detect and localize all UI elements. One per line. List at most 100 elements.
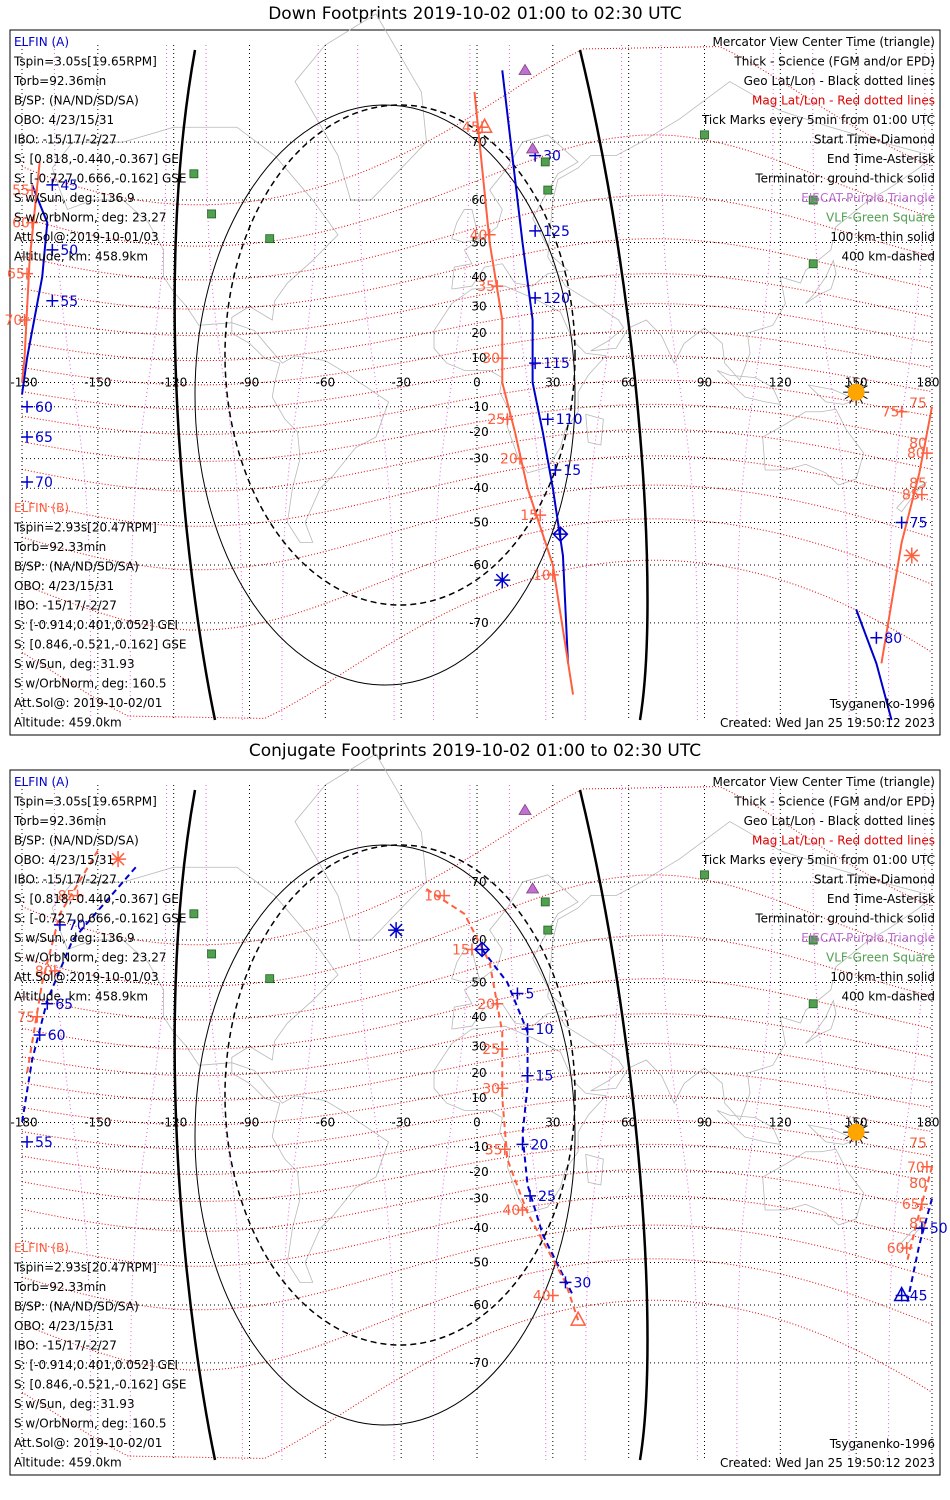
coastline (433, 1025, 607, 1214)
track-tick-mark (48, 964, 61, 977)
track-tick-mark (546, 1289, 559, 1302)
track-tick-label: 80 (907, 446, 925, 462)
vlf-square (207, 949, 216, 959)
info-line-elfin-b: B/SP: (NA/ND/SD/SA) (14, 560, 139, 574)
info-line-elfin-b: S: [0.846,-0.521,-0.162] GSE (14, 1378, 187, 1392)
info-text: ELFIN (A) Tspin=3.05s[19.65RPM] Torb=92.36… (13, 775, 935, 1470)
track-tick-label: 70 (68, 918, 86, 934)
end-asterisk (903, 547, 920, 564)
magnetic-meridians (53, 784, 926, 1461)
lat-tick-label: -70 (469, 1356, 489, 1370)
coastline (294, 13, 427, 201)
track-tick-label: 75 (17, 1010, 35, 1026)
sun-disc (847, 1123, 865, 1141)
center-time-triangle (569, 1310, 587, 1326)
track-tick-label: 80 (884, 631, 902, 647)
track-tick-label: 50 (930, 1221, 948, 1237)
track-tick-label: 115 (543, 356, 570, 372)
vlf-square (265, 974, 275, 984)
vlf-square (808, 999, 818, 1009)
magnetic-meridian (812, 784, 850, 1461)
info-line-elfin-a: B/SP: (NA/ND/SD/SA) (14, 834, 139, 848)
track-tick-mark (529, 357, 542, 370)
vlf-square (540, 157, 550, 167)
info-line-elfin-b: Tspin=2.93s[20.47RPM] (13, 1261, 157, 1275)
lon-tick-label: 60 (621, 1116, 636, 1130)
track-tick-label: 75 (910, 516, 928, 532)
info-line-elfin-a: S w/Sun, deg: 136.9 (14, 931, 135, 945)
legend-line: 100 km-thin solid (830, 230, 935, 244)
lon-tick-label: -120 (160, 1116, 187, 1130)
track-tick-mark (524, 1189, 537, 1202)
track-tick-mark (491, 997, 504, 1010)
info-line-elfin-b: Tspin=2.93s[20.47RPM] (13, 521, 157, 535)
info-line-elfin-a: S: [-0.727,0.666,-0.162] GSE (14, 172, 187, 186)
track-tick-label: 85 (902, 488, 920, 504)
magnetic-meridian (205, 784, 243, 1461)
lon-tick-label: -60 (316, 376, 336, 390)
magnetic-meridian (888, 44, 926, 721)
track-tick-label: 10 (536, 1022, 554, 1038)
track-tick-mark (21, 431, 34, 444)
magnetic-meridian (357, 784, 395, 1461)
magnetic-meridian (888, 784, 926, 1461)
map-down-footprints: -180 -150 -120 -90 -60 -30 0 30 60 90 120 150 180-70… (5, 13, 941, 736)
end-asterisk (494, 572, 511, 589)
track-a (855, 609, 893, 721)
info-text: ELFIN (A) Tspin=3.05s[19.65RPM] Torb=92.36… (13, 35, 935, 730)
track-tick-label: 65 (902, 1197, 920, 1213)
track-tick-label: 15 (520, 508, 538, 524)
magnetic-meridian (129, 44, 168, 721)
track-tick-mark (521, 1023, 534, 1036)
track-tick-mark (920, 447, 933, 460)
legend-line: Geo Lat/Lon - Black dotted lines (744, 814, 935, 828)
lon-tick-label: 60 (621, 376, 636, 390)
info-line-elfin-b: B/SP: (NA/ND/SD/SA) (14, 1300, 139, 1314)
created-timestamp: Created: Wed Jan 25 19:50:12 2023 (720, 716, 935, 730)
track-tick-mark (46, 294, 59, 307)
legend-line: Start Time-Diamond (814, 133, 935, 147)
magnetic-meridians (53, 44, 926, 721)
coastline (807, 384, 858, 405)
model-name: Tsyganenko-1996 (829, 697, 935, 711)
lat-tick-label: 20 (471, 326, 486, 340)
magnetic-meridian (584, 44, 623, 721)
lon-tick-label: -120 (160, 376, 187, 390)
magnetic-latitude-line (21, 303, 933, 362)
track-tick-label: 20 (477, 997, 495, 1013)
track-tick-label: 60 (48, 1028, 66, 1044)
track-tick-mark (521, 1069, 534, 1082)
sun-icon (843, 1119, 870, 1146)
footprint-100km (194, 844, 576, 1426)
mag-lat-label: 80 (909, 436, 927, 452)
track-tick-mark (491, 280, 504, 293)
legend-line: Geo Lat/Lon - Black dotted lines (744, 74, 935, 88)
track-tick-mark (534, 509, 547, 522)
track-tick-label: 15 (536, 1069, 554, 1085)
track-tick-label: 45 (462, 120, 480, 136)
track-tick-mark (483, 228, 496, 241)
coastline (51, 866, 390, 1283)
vlf-square (207, 209, 216, 219)
coastline (762, 1148, 865, 1226)
track-tick-label: 80 (35, 964, 53, 980)
track-tick-label: 65 (55, 997, 73, 1013)
track-tick-label: 15 (452, 942, 470, 958)
track-tick-label: 60 (12, 216, 30, 232)
mag-lat-label: 75 (909, 396, 927, 412)
lat-tick-label: -50 (469, 516, 489, 530)
track-tick-label: 50 (60, 243, 78, 259)
info-line-elfin-a: Att.Sol@:2019-10-01/03 (14, 970, 159, 984)
magnetic-latitude-line (21, 1168, 933, 1232)
track-tick-label: 25 (538, 1189, 556, 1205)
coastline (51, 126, 390, 543)
magnetic-meridian (433, 44, 471, 721)
track-tick-label: 125 (543, 224, 570, 240)
track-tick-mark (915, 1222, 928, 1235)
coastline (451, 134, 579, 290)
legend-line: End Time-Asterisk (827, 152, 935, 166)
info-line-elfin-a: Torb=92.36min (13, 814, 106, 828)
model-name: Tsyganenko-1996 (829, 1437, 935, 1451)
track-b (905, 1166, 933, 1263)
lat-tick-label: 10 (471, 1091, 486, 1105)
